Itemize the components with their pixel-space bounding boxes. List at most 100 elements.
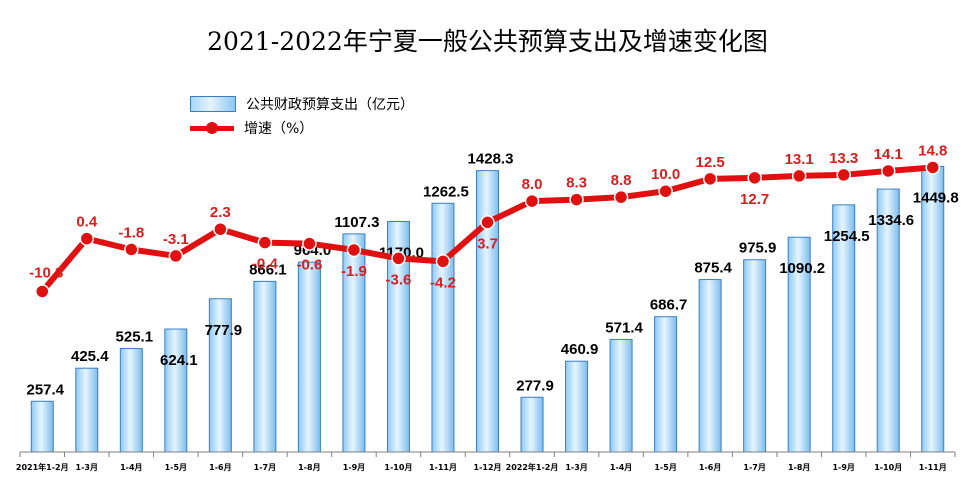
growth-value-label: 3.7	[477, 235, 498, 252]
growth-value-label: 10.0	[651, 166, 680, 183]
x-tick-label: 1-12月	[473, 463, 501, 472]
growth-point	[925, 160, 940, 175]
x-tick-label: 1-6月	[209, 463, 231, 472]
growth-value-label: -10.3	[29, 264, 63, 281]
legend: 公共财政预算支出（亿元） 增速（%）	[190, 92, 414, 140]
growth-point	[569, 192, 584, 207]
legend-label-bar: 公共财政预算支出（亿元）	[246, 97, 414, 113]
growth-value-label: -1.8	[118, 224, 144, 241]
x-tick-label: 1-9月	[832, 463, 854, 472]
growth-value-label: -4.2	[430, 274, 456, 291]
growth-value-label: -0.6	[296, 257, 322, 274]
bar-value-label: 1428.3	[468, 151, 514, 168]
bar	[431, 202, 455, 453]
bar-value-label: 875.4	[694, 260, 732, 277]
x-tick-label: 1-7月	[254, 463, 276, 472]
x-tick-label: 2022年1-2月	[506, 462, 559, 472]
chart-title: 2021-2022年宁夏一般公共预算支出及增速变化图	[207, 27, 768, 56]
growth-value-label: -0.4	[252, 256, 279, 273]
bar-value-label: 460.9	[561, 341, 599, 358]
growth-point	[213, 221, 228, 237]
legend-label-line: 增速（%）	[244, 121, 314, 137]
x-tick-label: 1-4月	[610, 463, 632, 472]
x-tick-label: 1-4月	[120, 463, 142, 472]
growth-point	[791, 168, 807, 184]
bar-value-label: 571.4	[605, 319, 643, 336]
bars-layer: 257.4425.4525.1624.1777.9866.1964.01107.…	[26, 151, 959, 453]
bar-value-label: 1449.8	[913, 189, 959, 206]
bar-value-label: 257.4	[26, 381, 64, 398]
legend-item-bar: 公共财政预算支出（亿元）	[190, 92, 414, 116]
bar	[253, 280, 277, 453]
x-tick-label: 2021年1-2月	[16, 462, 69, 472]
bar-value-label: 1334.6	[868, 212, 914, 229]
x-tick-label: 1-5月	[165, 463, 187, 472]
x-tick-label: 1-7月	[743, 463, 765, 472]
growth-point	[524, 193, 540, 209]
line-layer: -10.3 0.4 -1.8 -3.1 2.3 -0.4 -0.6 -1.9 -3.6 -4.2 3…	[29, 142, 947, 299]
growth-point	[257, 235, 273, 250]
growth-point	[391, 251, 406, 266]
x-tick-label: 1-3月	[76, 463, 98, 472]
bar-value-label: 277.9	[516, 377, 554, 394]
growth-value-label: 2.3	[210, 204, 231, 221]
growth-point	[435, 254, 451, 269]
growth-value-label: 8.8	[611, 172, 632, 189]
bar	[119, 348, 143, 453]
growth-point	[302, 236, 317, 251]
growth-point	[658, 183, 673, 199]
bar-value-label: 1262.5	[423, 183, 469, 200]
x-axis: 2021年1-2月 1-3月 1-4月 1-5月 1-6月 1-7月 1-8月 1-9月 1-1…	[16, 451, 956, 472]
growth-value-label: -1.9	[341, 263, 367, 280]
growth-value-label: 14.1	[874, 146, 903, 163]
legend-bar-swatch	[190, 96, 236, 112]
x-tick-label: 1-11月	[429, 463, 457, 472]
bar	[476, 170, 499, 453]
bar-value-label: 624.1	[160, 352, 198, 369]
bar	[75, 367, 99, 453]
legend-line-swatch	[190, 121, 234, 135]
growth-point	[346, 242, 362, 258]
x-tick-label: 1-8月	[788, 463, 810, 472]
growth-value-label: 13.3	[829, 150, 858, 167]
bar	[609, 338, 633, 453]
x-tick-label: 1-6月	[699, 463, 721, 472]
growth-point	[613, 189, 629, 205]
bar-value-label: 866.1	[249, 261, 287, 278]
x-tick-label: 1-8月	[298, 463, 320, 472]
bar-value-label: 425.4	[71, 348, 109, 365]
bar-value-label: 686.7	[650, 297, 688, 314]
bar-value-label: 777.9	[205, 322, 243, 339]
x-tick-label: 1-5月	[654, 463, 676, 472]
bar	[297, 261, 321, 453]
bar	[743, 259, 767, 453]
growth-point	[168, 248, 184, 264]
growth-value-label: 0.4	[76, 214, 98, 231]
growth-value-label: 12.5	[696, 154, 725, 171]
growth-point	[480, 215, 495, 230]
growth-value-label: 8.3	[566, 175, 587, 192]
x-tick-label: 1-11月	[919, 463, 947, 472]
bar-value-label: 1090.2	[779, 260, 825, 277]
growth-value-label: 12.7	[740, 191, 769, 208]
bar	[698, 279, 722, 453]
growth-point	[79, 231, 95, 246]
growth-point	[747, 170, 762, 186]
growth-point	[124, 242, 139, 257]
growth-value-label: -3.1	[163, 231, 189, 248]
bar	[520, 396, 544, 453]
x-tick-label: 1-10月	[874, 463, 902, 472]
growth-value-label: -3.6	[386, 271, 412, 288]
growth-point	[702, 171, 718, 187]
x-tick-label: 1-9月	[343, 463, 365, 472]
growth-point	[880, 163, 896, 179]
bar	[921, 165, 945, 453]
x-tick-label: 1-10月	[384, 463, 412, 472]
bar	[654, 316, 678, 453]
growth-value-label: 8.0	[522, 176, 543, 193]
bar-value-label: 525.1	[116, 329, 154, 346]
bar-value-label: 1107.3	[334, 214, 379, 231]
growth-point	[836, 167, 851, 183]
bar	[164, 328, 188, 453]
